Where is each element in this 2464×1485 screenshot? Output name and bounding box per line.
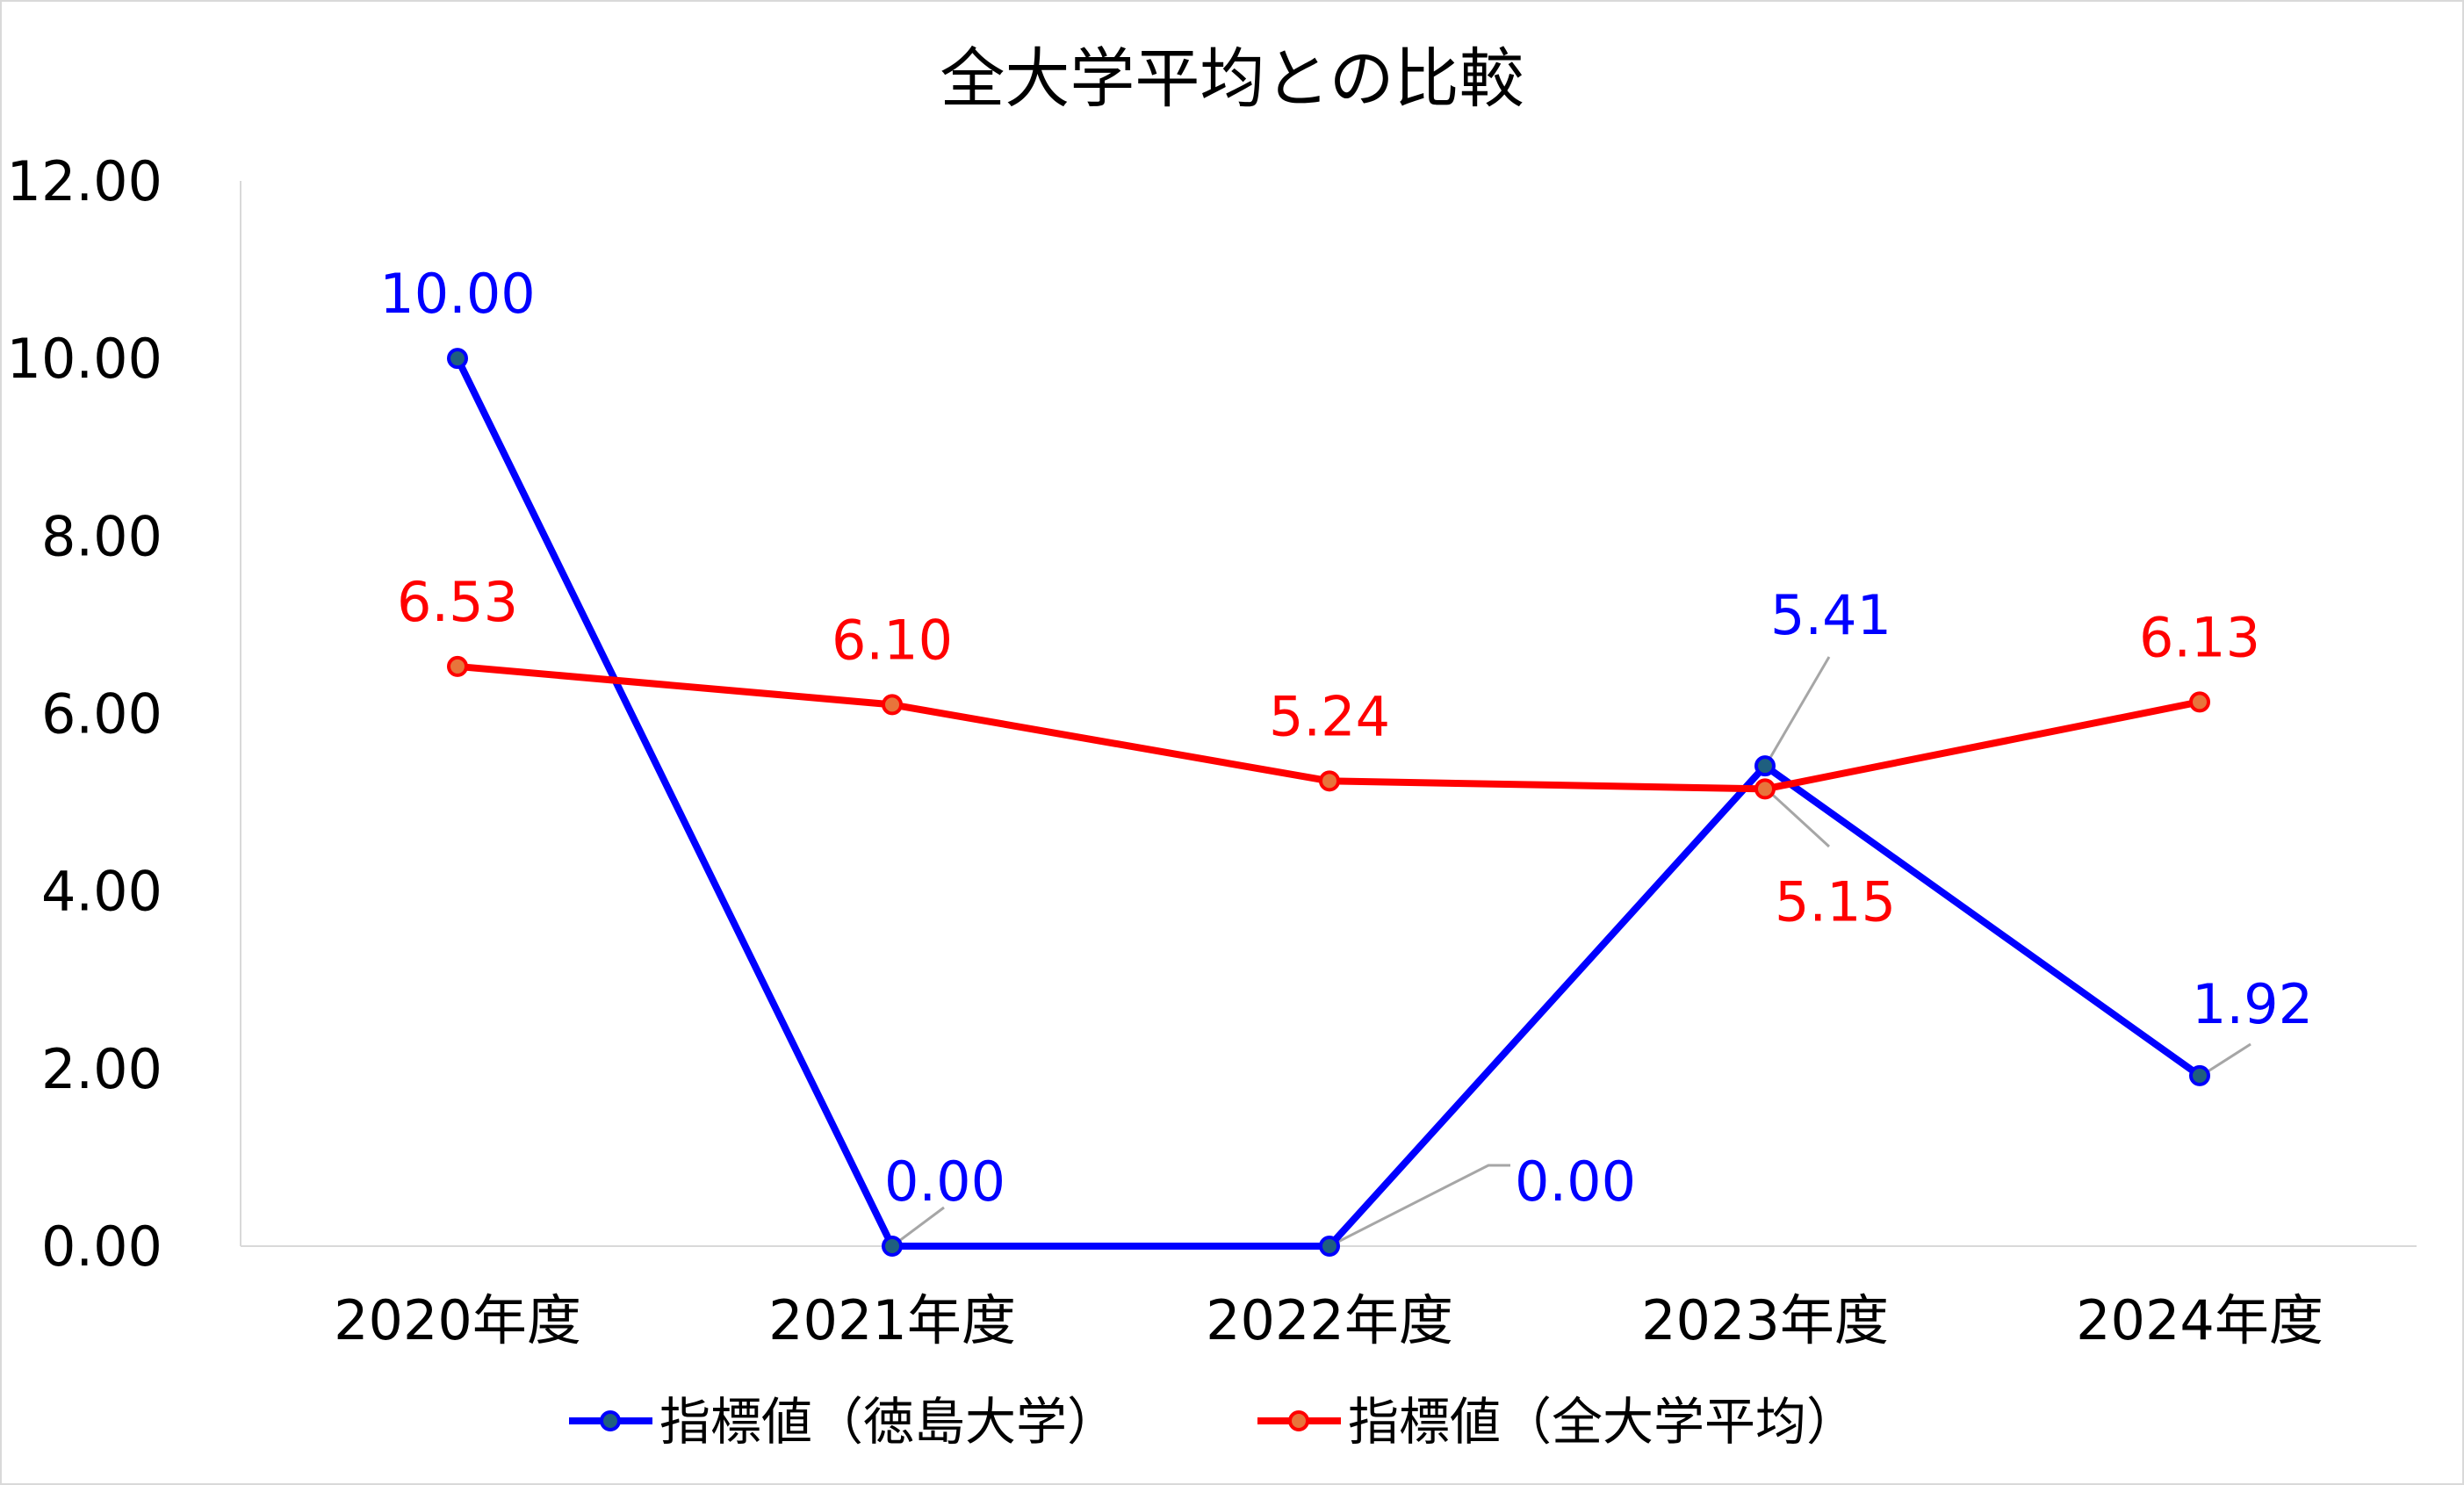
data-label: 6.13 [2139, 605, 2260, 669]
legend-label: 指標値（徳島大学） [659, 1392, 1118, 1452]
legend-item: 指標値（徳島大学） [569, 1392, 1118, 1452]
data-label: 0.00 [1515, 1150, 1636, 1214]
data-point-marker [2189, 1064, 2210, 1086]
data-point-marker [882, 1236, 903, 1257]
x-tick-label: 2024年度 [2076, 1288, 2324, 1352]
data-label: 6.10 [832, 608, 953, 672]
data-label: 5.15 [1775, 869, 1896, 934]
x-tick-label: 2022年度 [1206, 1288, 1453, 1352]
legend-label: 指標値（全大学平均） [1348, 1392, 1857, 1452]
y-tick-label: 10.00 [7, 327, 163, 391]
leader-line [1763, 656, 1831, 768]
y-tick-label: 6.00 [41, 682, 162, 746]
leader-line [891, 1206, 945, 1248]
leader-line [1329, 1164, 1510, 1248]
y-tick-label: 0.00 [41, 1215, 162, 1279]
data-point-marker [2189, 691, 2210, 713]
data-label: 10.00 [379, 262, 536, 326]
data-point-marker [1754, 778, 1776, 800]
y-tick-label: 12.00 [7, 149, 163, 213]
data-label: 0.00 [884, 1150, 1005, 1214]
y-tick-label: 8.00 [41, 504, 162, 568]
data-label: 5.24 [1269, 684, 1390, 748]
legend-marker [600, 1410, 621, 1431]
data-label: 6.53 [397, 570, 518, 634]
data-label: 5.41 [1770, 583, 1891, 647]
leader-line [1763, 786, 1831, 848]
x-tick-label: 2023年度 [1641, 1288, 1889, 1352]
y-tick-label: 2.00 [41, 1037, 162, 1101]
x-tick-label: 2021年度 [768, 1288, 1016, 1352]
data-point-marker [1319, 1236, 1340, 1257]
data-point-marker [882, 694, 903, 716]
data-point-marker [1754, 755, 1776, 777]
chart-title: 全大学平均との比較 [940, 41, 1524, 117]
legend-marker [1288, 1410, 1309, 1431]
legend-item: 指標値（全大学平均） [1257, 1392, 1857, 1452]
data-point-marker [447, 655, 468, 677]
data-label: 1.92 [2192, 972, 2313, 1036]
data-point-marker [1319, 770, 1340, 792]
x-tick-label: 2020年度 [334, 1288, 581, 1352]
data-point-marker [447, 348, 468, 370]
y-tick-label: 4.00 [41, 860, 162, 924]
